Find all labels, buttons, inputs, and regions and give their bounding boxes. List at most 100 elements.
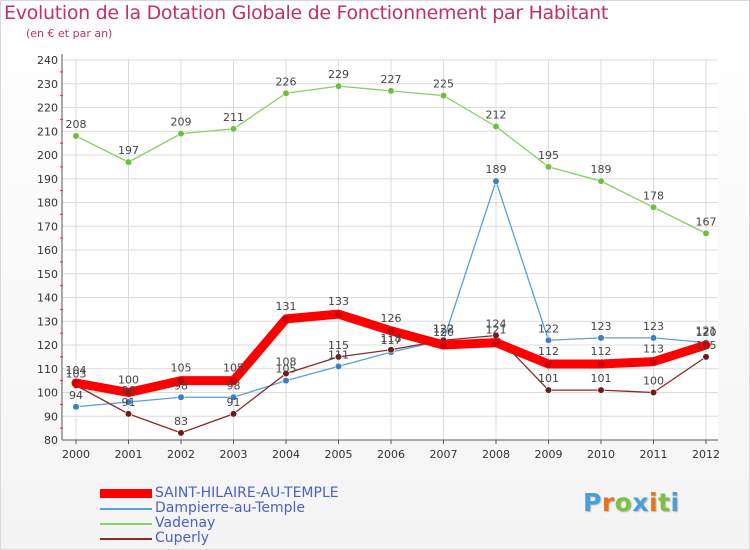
y-tick-210: 210	[37, 125, 58, 138]
x-tick-2012: 2012	[692, 448, 720, 461]
y-tick-240: 240	[37, 54, 58, 67]
label-vadenay-2010: 189	[591, 163, 612, 176]
point-saint-hilaire-au-temple-2002	[177, 377, 185, 385]
point-saint-hilaire-au-temple-2008	[492, 339, 500, 347]
x-tick-2006: 2006	[377, 448, 405, 461]
label-cuperly-2005: 115	[328, 339, 349, 352]
label-dampierre-au-temple-2010: 123	[591, 320, 612, 333]
point-vadenay-2011	[649, 203, 658, 211]
point-vadenay-2012	[702, 229, 710, 237]
label-vadenay-2002: 209	[171, 116, 192, 129]
label-cuperly-2002: 83	[174, 415, 188, 428]
point-saint-hilaire-au-temple-2004	[282, 315, 290, 323]
legend-label-vadenay: Vadenay	[155, 515, 216, 531]
label-saint-hilaire-au-temple-2009: 112	[538, 345, 559, 358]
y-tick-200: 200	[37, 149, 58, 162]
y-tick-230: 230	[37, 78, 58, 91]
label-dampierre-au-temple-2011: 123	[643, 320, 664, 333]
x-tick-2009: 2009	[535, 448, 563, 461]
point-vadenay-2002	[177, 130, 185, 138]
legend-swatch-saint-hilaire-au-temple	[100, 489, 152, 498]
x-tick-2003: 2003	[220, 448, 248, 461]
point-vadenay-2010	[597, 177, 605, 185]
point-cuperly-2006	[387, 346, 395, 354]
point-cuperly-2009	[544, 386, 553, 394]
y-tick-120: 120	[37, 339, 58, 352]
point-cuperly-2012	[702, 353, 710, 361]
label-saint-hilaire-au-temple-2002: 105	[171, 362, 192, 375]
point-vadenay-2009	[544, 163, 553, 171]
legend-label-saint-hilaire-au-temple: SAINT-HILAIRE-AU-TEMPLE	[155, 485, 339, 501]
x-tick-2010: 2010	[587, 448, 615, 461]
label-dampierre-au-temple-2000: 94	[69, 389, 83, 402]
label-saint-hilaire-au-temple-2011: 113	[643, 343, 664, 356]
point-vadenay-2005	[334, 82, 343, 90]
label-cuperly-2000: 103	[66, 367, 87, 380]
label-saint-hilaire-au-temple-2007: 120	[433, 326, 454, 339]
point-dampierre-au-temple-2008	[492, 177, 500, 185]
point-dampierre-au-temple-2001	[124, 398, 133, 406]
label-saint-hilaire-au-temple-2001: 100	[118, 374, 139, 387]
label-cuperly-2006: 118	[381, 332, 402, 345]
y-tick-170: 170	[37, 220, 58, 233]
legend-label-dampierre-au-temple: Dampierre-au-Temple	[155, 500, 306, 516]
label-saint-hilaire-au-temple-2010: 112	[591, 345, 612, 358]
label-saint-hilaire-au-temple-2008: 121	[486, 324, 507, 337]
label-dampierre-au-temple-2004: 105	[276, 363, 297, 376]
point-saint-hilaire-au-temple-2006	[387, 327, 395, 335]
y-tick-160: 160	[37, 244, 58, 257]
label-dampierre-au-temple-2001: 96	[122, 384, 136, 397]
label-vadenay-2009: 195	[538, 149, 559, 162]
x-tick-2002: 2002	[167, 448, 195, 461]
x-tick-2008: 2008	[482, 448, 510, 461]
point-vadenay-2001	[124, 158, 133, 166]
y-tick-140: 140	[37, 292, 58, 305]
legend-item-vadenay: Vadenay	[100, 516, 339, 531]
label-vadenay-2003: 211	[223, 111, 244, 124]
label-vadenay-2001: 197	[118, 144, 139, 157]
point-cuperly-2005	[334, 353, 343, 361]
proxiti-logo: Proxiti	[583, 488, 680, 517]
y-tick-80: 80	[44, 434, 58, 447]
y-tick-190: 190	[37, 173, 58, 186]
label-dampierre-au-temple-2008: 189	[486, 163, 507, 176]
legend-swatch-dampierre-au-temple	[100, 507, 152, 510]
label-cuperly-2010: 101	[591, 372, 612, 385]
point-saint-hilaire-au-temple-2005	[335, 310, 342, 318]
label-cuperly-2009: 101	[538, 372, 559, 385]
label-cuperly-2008: 124	[486, 318, 507, 331]
y-tick-150: 150	[37, 268, 58, 281]
point-saint-hilaire-au-temple-2000	[72, 379, 80, 387]
point-vadenay-2006	[387, 87, 395, 95]
label-dampierre-au-temple-2007: 122	[433, 322, 454, 335]
point-dampierre-au-temple-2005	[334, 362, 343, 370]
label-saint-hilaire-au-temple-2003: 105	[223, 362, 244, 375]
label-saint-hilaire-au-temple-2006: 126	[381, 312, 402, 325]
point-dampierre-au-temple-2011	[649, 334, 658, 342]
label-cuperly-2012: 115	[696, 339, 717, 352]
point-dampierre-au-temple-2000	[72, 403, 80, 411]
legend: SAINT-HILAIRE-AU-TEMPLE Dampierre-au-Temp…	[100, 486, 339, 546]
point-dampierre-au-temple-2004	[282, 377, 290, 385]
point-saint-hilaire-au-temple-2011	[650, 358, 657, 366]
x-tick-2011: 2011	[640, 448, 668, 461]
label-dampierre-au-temple-2003: 98	[227, 379, 241, 392]
label-vadenay-2004: 226	[276, 75, 297, 88]
point-dampierre-au-temple-2003	[229, 393, 238, 401]
label-vadenay-2006: 227	[381, 73, 402, 86]
legend-swatch-vadenay	[100, 522, 152, 525]
label-dampierre-au-temple-2002: 98	[174, 379, 188, 392]
point-cuperly-2010	[597, 386, 605, 394]
point-cuperly-2002	[177, 429, 185, 437]
x-tick-2007: 2007	[430, 448, 458, 461]
point-cuperly-2003	[229, 410, 238, 418]
label-saint-hilaire-au-temple-2005: 133	[328, 295, 349, 308]
y-tick-100: 100	[37, 387, 58, 400]
point-vadenay-2008	[492, 122, 500, 131]
point-saint-hilaire-au-temple-2007	[440, 341, 447, 349]
legend-label-cuperly: Cuperly	[155, 530, 210, 546]
point-vadenay-2003	[229, 125, 238, 133]
legend-item-cuperly: Cuperly	[100, 531, 339, 546]
point-dampierre-au-temple-2002	[177, 393, 185, 401]
